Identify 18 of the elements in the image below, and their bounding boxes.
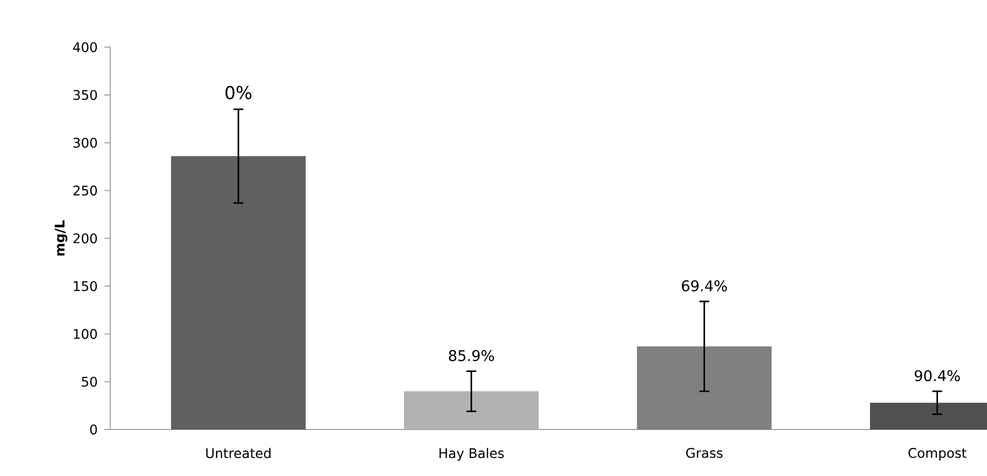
annotation: 85.9%: [448, 350, 494, 362]
annotation: 0%: [226, 86, 252, 100]
x-tick-label: Untreated: [206, 448, 270, 458]
x-tick-label: Compost: [908, 448, 966, 461]
y-tick-label: 150: [74, 281, 97, 292]
y-tick-label: 200: [73, 233, 97, 244]
x-tick-label: Hay Bales: [440, 448, 504, 461]
annotation: 90.4%: [914, 370, 960, 382]
y-tick-label: 300: [73, 138, 97, 148]
y-tick-label: 250: [73, 186, 97, 196]
x-tick-label: Grass: [686, 448, 722, 458]
annotation: 69.4%: [682, 280, 727, 292]
y-tick-label: 350: [73, 90, 97, 100]
y-tick-label: 100: [74, 329, 97, 340]
y-axis-title: mg/L: [54, 220, 68, 256]
y-tick-label: 50: [82, 376, 97, 387]
y-tick-label: 0: [90, 424, 97, 435]
y-tick-label: 400: [73, 42, 97, 52]
